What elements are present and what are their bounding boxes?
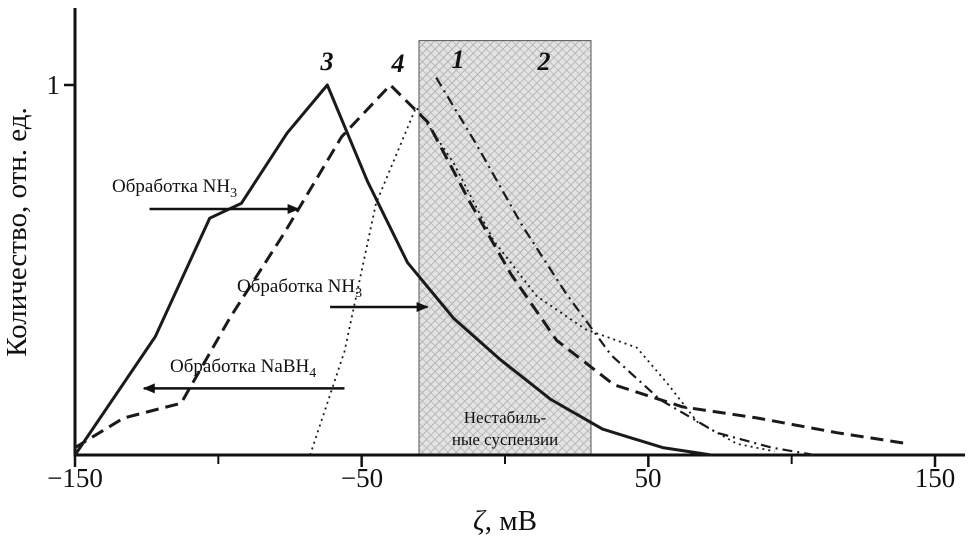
- annotation-nabh4-sub: 4: [309, 366, 316, 381]
- region-labels: Нестабиль- ные суспензии: [452, 408, 558, 449]
- x-tick-label-150: 150: [915, 463, 956, 493]
- curve-3: [73, 83, 712, 457]
- x-axis-title-zeta: ζ: [473, 505, 487, 537]
- treatment-annotations: Обработка NH3 Обработка NH3 Обработка Na…: [112, 176, 362, 381]
- annotation-nh3-lower: Обработка NH3: [237, 276, 362, 301]
- x-axis-title-unit: , мВ: [485, 505, 537, 537]
- annotation-nh3-lower-sub: 3: [355, 286, 362, 301]
- annotation-nh3-upper: Обработка NH3: [112, 176, 237, 201]
- curve-label-3: 3: [320, 47, 334, 76]
- curve-number-labels: 3 4 1 2: [320, 45, 551, 78]
- curve-label-2: 2: [537, 47, 551, 76]
- y-axis-title: Количество, отн. ед.: [1, 107, 33, 357]
- curve-label-4: 4: [391, 49, 405, 78]
- unstable-region-label-line2: ные суспензии: [452, 430, 558, 449]
- curve-label-1: 1: [452, 45, 465, 74]
- unstable-region-label-line1: Нестабиль-: [464, 408, 547, 427]
- x-axis-title: ζ, мВ: [473, 505, 537, 537]
- unstable-region-layer: [418, 40, 592, 456]
- curves-layer: [73, 77, 910, 457]
- treatment-arrows-layer: [142, 203, 429, 394]
- axis-labels: Количество, отн. ед. ζ, мВ 1 −150 −50 50…: [1, 70, 955, 537]
- curve-1: [309, 106, 775, 456]
- y-tick-label-1: 1: [47, 70, 61, 100]
- x-tick-label-minus150: −150: [47, 463, 103, 493]
- unstable-region: [418, 40, 592, 456]
- annotation-nh3-upper-sub: 3: [230, 186, 237, 201]
- x-tick-label-minus50: −50: [341, 463, 383, 493]
- x-tick-label-50: 50: [635, 463, 662, 493]
- annotation-nabh4: Обработка NaBH4: [170, 356, 316, 381]
- curve-4: [74, 83, 910, 449]
